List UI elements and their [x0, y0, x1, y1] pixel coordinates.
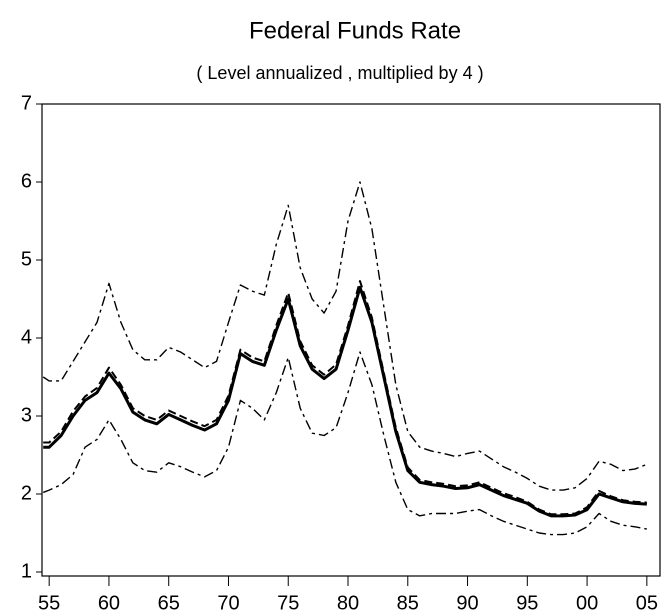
chart-subtitle: ( Level annualized , multiplied by 4 )	[196, 63, 483, 83]
x-tick-label: 80	[337, 592, 359, 614]
x-tick-label: 00	[576, 592, 598, 614]
x-tick-label: 75	[277, 592, 299, 614]
y-tick-label: 7	[21, 92, 32, 114]
x-tick-label: 55	[38, 592, 60, 614]
y-tick-label: 4	[21, 326, 32, 348]
series-line	[43, 285, 647, 518]
x-tick-label: 65	[158, 592, 180, 614]
x-tick-label: 85	[397, 592, 419, 614]
x-tick-label: 90	[456, 592, 478, 614]
x-tick-label: 05	[636, 592, 658, 614]
plot-frame	[41, 103, 661, 577]
y-tick-label: 6	[21, 170, 32, 192]
y-tick-label: 1	[21, 560, 32, 582]
series-line	[42, 351, 647, 536]
y-tick-label: 2	[21, 482, 32, 504]
series-line	[43, 280, 647, 516]
x-tick-label: 60	[98, 592, 120, 614]
y-tick-label: 5	[21, 248, 32, 270]
y-tick-label: 3	[21, 404, 32, 426]
chart-title: Federal Funds Rate	[249, 17, 461, 44]
x-tick-label: 95	[516, 592, 538, 614]
series-line	[42, 181, 648, 491]
x-tick-label: 70	[217, 592, 239, 614]
